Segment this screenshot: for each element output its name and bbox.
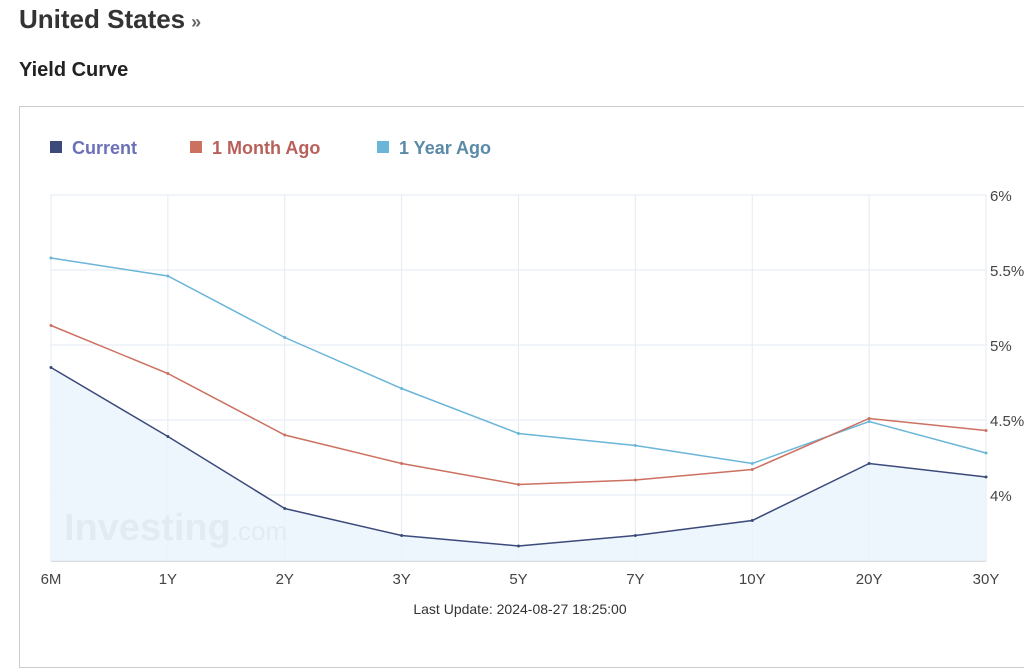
data-point [867, 417, 871, 420]
x-tick-label: 3Y [392, 571, 410, 588]
data-point [750, 519, 754, 522]
data-point [283, 433, 287, 437]
legend-item[interactable]: 1 Year Ago [377, 138, 491, 158]
data-point [400, 462, 404, 465]
legend-label: 1 Month Ago [212, 138, 320, 158]
data-point [867, 462, 871, 465]
data-point [750, 468, 754, 471]
data-point [166, 274, 170, 278]
data-point [750, 462, 754, 465]
y-tick-label: 4% [990, 488, 1012, 505]
page-title[interactable]: United States» [19, 4, 201, 35]
more-arrow[interactable]: » [191, 12, 202, 32]
x-tick-label: 7Y [626, 571, 644, 588]
data-point [984, 429, 988, 432]
x-tick-label: 20Y [856, 571, 883, 588]
x-tick-label: 5Y [509, 571, 527, 588]
data-point [49, 366, 53, 369]
legend-item[interactable]: Current [50, 138, 137, 158]
x-tick-label: 10Y [739, 571, 766, 588]
legend-item[interactable]: 1 Month Ago [190, 138, 320, 158]
x-tick-label: 1Y [159, 571, 177, 588]
y-tick-label: 5% [990, 338, 1012, 355]
x-tick-label: 2Y [276, 571, 294, 588]
data-point [400, 387, 404, 390]
data-point [49, 324, 53, 327]
data-point [984, 451, 988, 455]
legend-label: Current [72, 138, 137, 158]
data-point [166, 372, 170, 375]
legend-label: 1 Year Ago [399, 138, 491, 158]
data-point [633, 478, 637, 482]
data-point [984, 475, 988, 479]
x-tick-label: 6M [41, 571, 62, 588]
y-tick-label: 6% [990, 188, 1012, 205]
legend-swatch [377, 141, 389, 153]
chart-subtitle: Yield Curve [19, 59, 129, 81]
data-point [517, 483, 520, 486]
y-tick-label: 5.5% [990, 263, 1024, 280]
y-tick-label: 4.5% [990, 413, 1024, 430]
data-point [400, 534, 404, 537]
data-point [283, 336, 287, 339]
data-point [633, 444, 637, 447]
data-point [867, 420, 871, 423]
data-point [49, 256, 53, 260]
data-point [166, 435, 170, 438]
data-point [517, 544, 520, 548]
series-area [51, 367, 986, 561]
data-point [283, 507, 287, 510]
data-point [517, 432, 520, 435]
data-point [633, 534, 637, 537]
legend-swatch [190, 141, 202, 153]
x-tick-label: 30Y [973, 571, 1000, 588]
title-text: United States [19, 4, 186, 34]
last-update: Last Update: 2024-08-27 18:25:00 [413, 601, 626, 617]
legend-swatch [50, 141, 62, 153]
